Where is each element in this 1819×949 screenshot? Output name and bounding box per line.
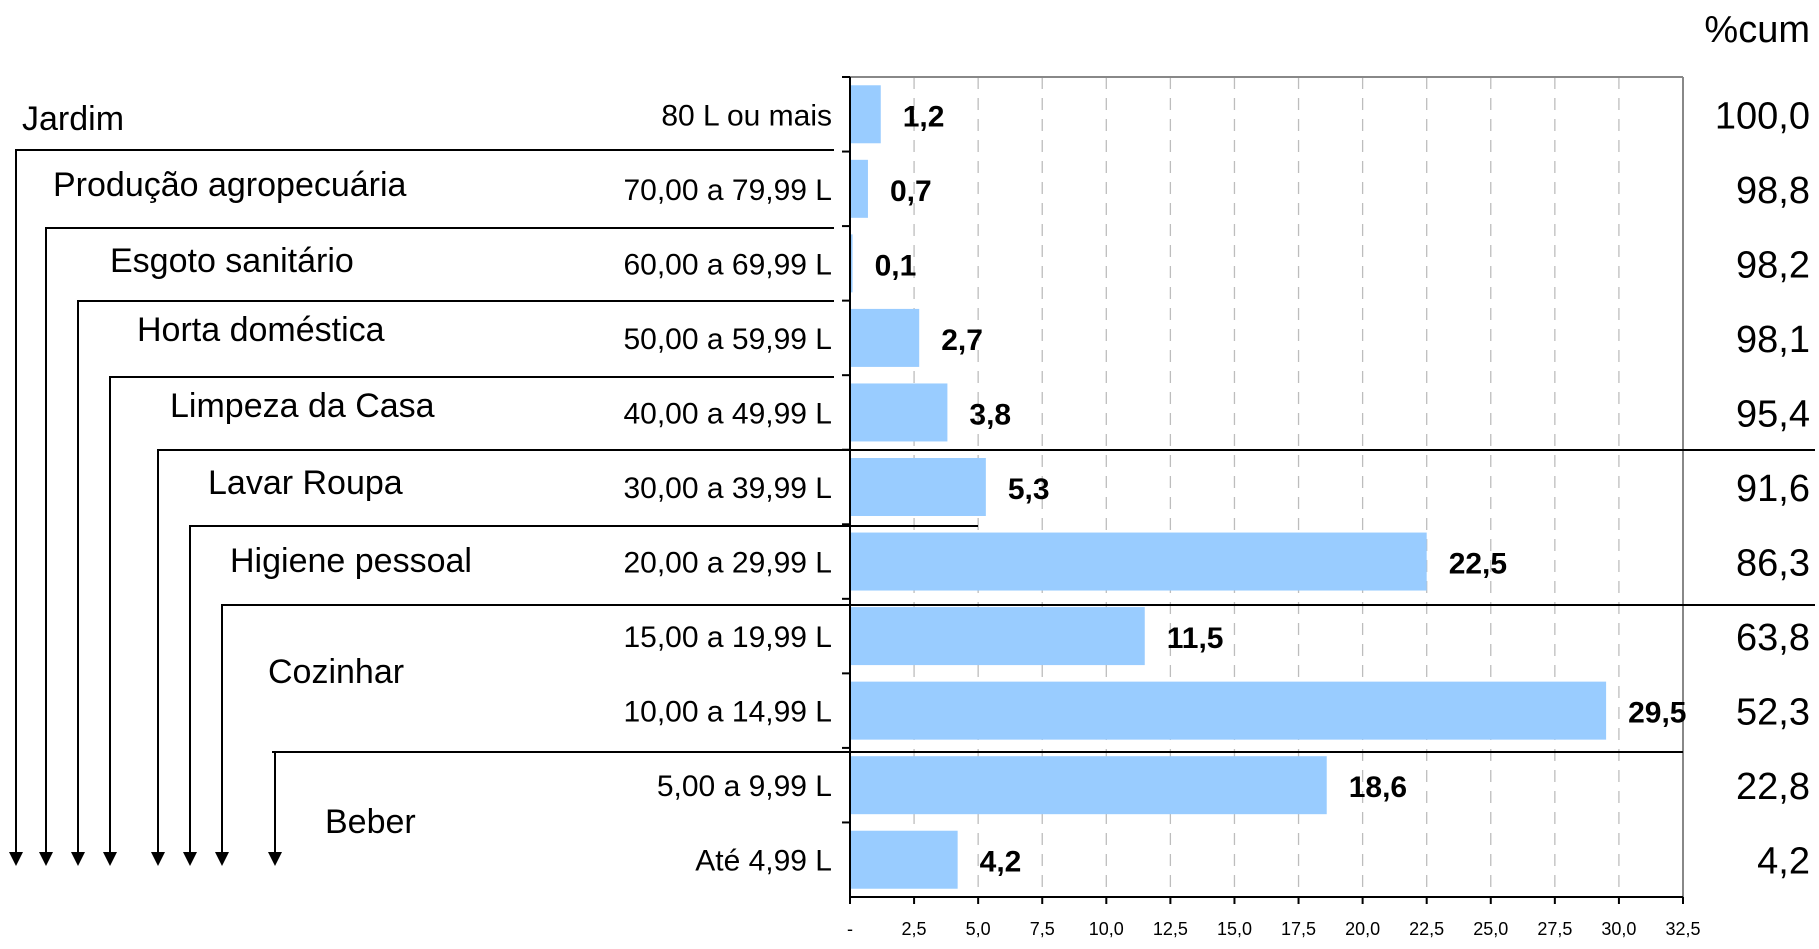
category-label: Até 4,99 L bbox=[695, 845, 832, 878]
bar bbox=[850, 234, 853, 293]
use-label-lavar: Lavar Roupa bbox=[208, 464, 403, 502]
x-tick-label: 15,0 bbox=[1217, 919, 1252, 939]
data-label: 3,8 bbox=[969, 398, 1011, 431]
x-tick-label: 25,0 bbox=[1473, 919, 1508, 939]
category-label: 10,00 a 14,99 L bbox=[623, 696, 832, 729]
cumulative-label: 86,3 bbox=[1736, 543, 1810, 585]
connector-producao bbox=[45, 227, 834, 855]
cumulative-label: 98,2 bbox=[1736, 244, 1810, 286]
connector-beber bbox=[272, 751, 1683, 855]
data-label: 0,1 bbox=[875, 249, 917, 282]
category-label: 50,00 a 59,99 L bbox=[623, 323, 832, 356]
data-label: 11,5 bbox=[1167, 622, 1224, 655]
connector-esgoto bbox=[77, 300, 834, 855]
bar bbox=[850, 308, 920, 367]
cumulative-label: 22,8 bbox=[1736, 766, 1810, 808]
use-label-limpeza: Limpeza da Casa bbox=[170, 387, 435, 425]
category-label: 40,00 a 49,99 L bbox=[623, 397, 832, 430]
data-label: 0,7 bbox=[890, 175, 932, 208]
arrowhead-limpeza bbox=[151, 852, 165, 866]
bar bbox=[850, 85, 881, 144]
data-label: 4,2 bbox=[980, 846, 1022, 879]
use-label-higiene: Higiene pessoal bbox=[230, 542, 472, 580]
bar bbox=[850, 159, 868, 218]
cumulative-label: 52,3 bbox=[1736, 692, 1810, 734]
bar bbox=[850, 532, 1427, 591]
arrowhead-jardim bbox=[9, 852, 23, 866]
category-label: 15,00 a 19,99 L bbox=[623, 621, 832, 654]
bar-layer bbox=[850, 85, 1607, 889]
cumulative-label: 95,4 bbox=[1736, 393, 1810, 435]
x-tick-label: 10,0 bbox=[1089, 919, 1124, 939]
data-label: 1,2 bbox=[903, 100, 945, 133]
data-label: 22,5 bbox=[1449, 548, 1507, 581]
bar bbox=[850, 830, 958, 889]
data-label: 18,6 bbox=[1349, 771, 1407, 804]
use-label-cozinhar: Cozinhar bbox=[268, 653, 404, 691]
data-label: 5,3 bbox=[1008, 473, 1050, 506]
category-label: 60,00 a 69,99 L bbox=[623, 248, 832, 281]
x-tick-label: 27,5 bbox=[1537, 919, 1572, 939]
x-tick-label: 17,5 bbox=[1281, 919, 1316, 939]
use-label-producao: Produção agropecuária bbox=[53, 166, 407, 204]
use-label-horta: Horta doméstica bbox=[137, 311, 385, 349]
arrowhead-producao bbox=[39, 852, 53, 866]
tick-layer: - 2,5 5,0 7,5 10,0 12,5 15,0 17,5 20,0 22,5 25,0 27… bbox=[842, 76, 1701, 939]
category-label: 5,00 a 9,99 L bbox=[657, 770, 832, 803]
staircase-connectors bbox=[9, 149, 1815, 866]
x-tick-label: - bbox=[847, 919, 853, 939]
data-label: 29,5 bbox=[1628, 697, 1686, 730]
label-layer: 80 L ou mais 1,2 100,0 70,00 a 79,99 L 0,7 98… bbox=[623, 95, 1810, 882]
use-label-beber: Beber bbox=[325, 803, 416, 841]
connector-higiene bbox=[221, 604, 1815, 855]
cumulative-header: %cum bbox=[1704, 9, 1810, 51]
connector-lavar bbox=[189, 525, 978, 855]
data-label: 2,7 bbox=[941, 324, 983, 357]
bar bbox=[850, 607, 1145, 666]
arrowhead-horta bbox=[103, 852, 117, 866]
connector-jardim bbox=[15, 149, 834, 855]
x-tick-label: 5,0 bbox=[966, 919, 991, 939]
x-tick-label: 12,5 bbox=[1153, 919, 1188, 939]
bar bbox=[850, 458, 986, 516]
category-label: 80 L ou mais bbox=[661, 99, 832, 132]
cumulative-label: 98,1 bbox=[1736, 319, 1810, 361]
bar bbox=[850, 383, 948, 442]
cumulative-label: 91,6 bbox=[1736, 468, 1810, 510]
connector-limpeza bbox=[157, 449, 1815, 855]
x-tick-label: 7,5 bbox=[1030, 919, 1055, 939]
use-label-jardim: Jardim bbox=[22, 100, 124, 138]
use-label-esgoto: Esgoto sanitário bbox=[110, 242, 354, 280]
connector-horta bbox=[109, 376, 834, 855]
arrowhead-higiene bbox=[215, 852, 229, 866]
bar bbox=[850, 681, 1607, 740]
arrowhead-beber bbox=[268, 852, 282, 866]
x-tick-label: 32,5 bbox=[1665, 919, 1700, 939]
x-tick-label: 2,5 bbox=[902, 919, 927, 939]
category-label: 70,00 a 79,99 L bbox=[623, 174, 832, 207]
x-tick-label: 22,5 bbox=[1409, 919, 1444, 939]
cumulative-label: 98,8 bbox=[1736, 170, 1810, 212]
arrowhead-esgoto bbox=[71, 852, 85, 866]
cumulative-label: 4,2 bbox=[1757, 841, 1810, 883]
x-tick-label: 30,0 bbox=[1601, 919, 1636, 939]
arrowhead-lavar bbox=[183, 852, 197, 866]
category-label: 20,00 a 29,99 L bbox=[623, 547, 832, 580]
cumulative-label: 100,0 bbox=[1715, 95, 1810, 137]
category-label: 30,00 a 39,99 L bbox=[623, 472, 832, 505]
bar bbox=[850, 756, 1327, 815]
x-tick-label: 20,0 bbox=[1345, 919, 1380, 939]
cumulative-label: 63,8 bbox=[1736, 617, 1810, 659]
